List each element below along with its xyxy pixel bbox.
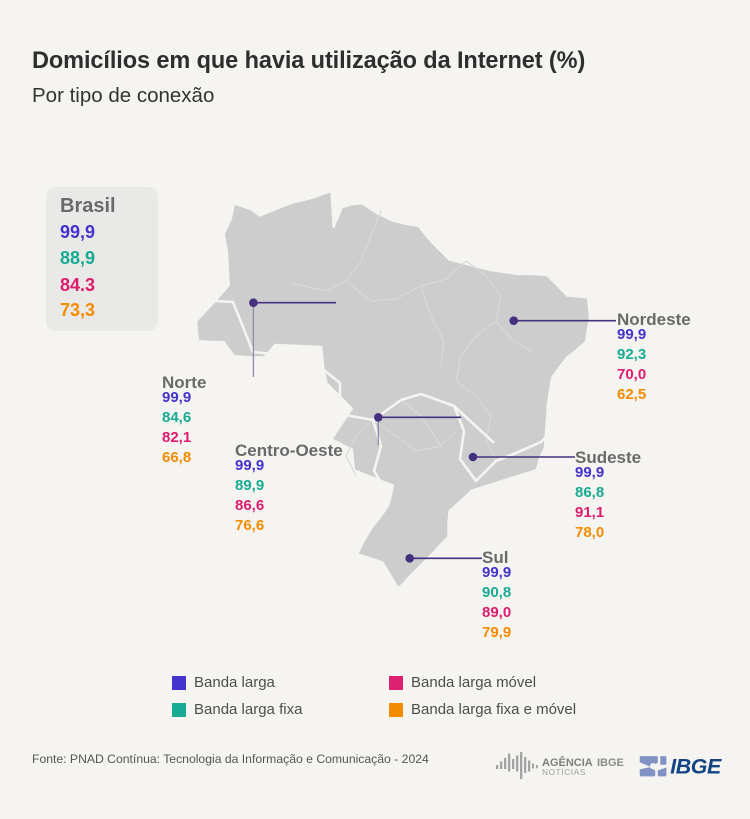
svg-text:IBGE: IBGE <box>670 755 722 779</box>
svg-text:NOTÍCIAS: NOTÍCIAS <box>542 767 586 777</box>
